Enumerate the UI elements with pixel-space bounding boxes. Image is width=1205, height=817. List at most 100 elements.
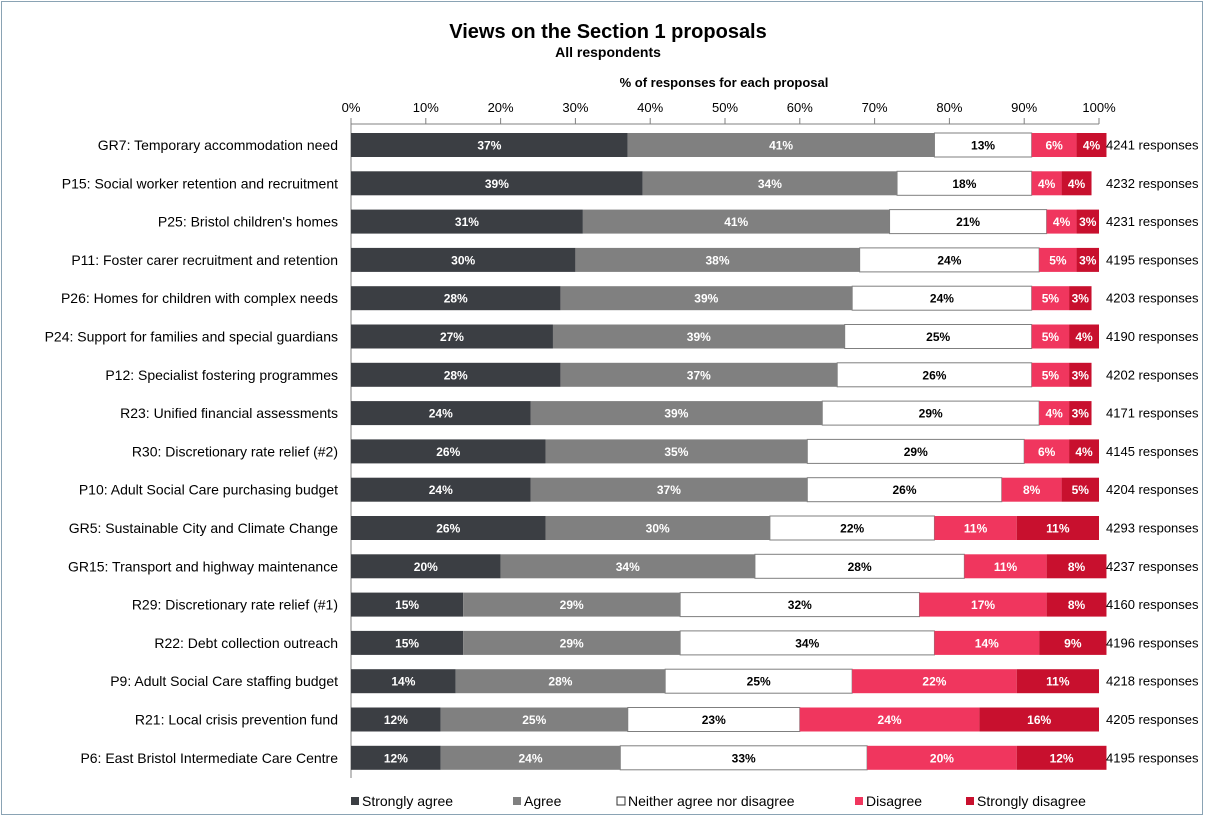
category-label: P6: East Bristol Intermediate Care Centr…	[80, 750, 338, 766]
data-label: 6%	[1038, 445, 1056, 459]
bar-segment	[351, 209, 583, 234]
legend-item: Strongly agree	[351, 793, 453, 809]
bar-segment	[545, 516, 770, 540]
x-tick-label: 10%	[413, 100, 439, 115]
data-label: 28%	[444, 292, 468, 306]
bar-segment	[1076, 133, 1107, 157]
bar-segment	[575, 247, 860, 272]
bar-row: R29: Discretionary rate relief (#1) 15% 29…	[132, 592, 1199, 618]
data-label: 6%	[1045, 139, 1063, 153]
bar-segment	[560, 362, 838, 387]
bar-segment	[1016, 669, 1099, 694]
legend-label: Strongly disagree	[977, 793, 1086, 809]
bar-segment	[1046, 554, 1107, 579]
data-label: 4%	[1075, 330, 1093, 344]
x-axis-title: % of responses for each proposal	[620, 75, 829, 90]
x-tick-label: 20%	[488, 100, 514, 115]
data-label: 39%	[664, 407, 688, 421]
data-label: 12%	[1050, 751, 1074, 765]
response-count: 4205 responses	[1106, 712, 1199, 727]
x-axis-ticks: 0% 10% 20% 30% 40% 50% 60% 70% 80% 90% 100%	[342, 100, 1116, 778]
data-label: 12%	[384, 713, 408, 727]
bar-row: R21: Local crisis prevention fund 12% 25% 2…	[135, 707, 1199, 732]
bar-segment	[679, 592, 920, 618]
data-label: 34%	[616, 560, 640, 574]
bar-segment	[530, 401, 823, 426]
bar-segment	[619, 745, 868, 771]
data-label: 24%	[930, 292, 954, 306]
bar-segment	[664, 668, 853, 694]
data-label: 37%	[657, 483, 681, 497]
data-label: 27%	[440, 330, 464, 344]
bar-row: R22: Debt collection outreach 15% 29% 34% 14…	[154, 630, 1199, 656]
x-tick-label: 70%	[862, 100, 888, 115]
data-label: 25%	[522, 713, 546, 727]
data-label: 30%	[646, 522, 670, 536]
bar-segment	[1069, 324, 1099, 349]
category-label: GR5: Sustainable City and Climate Change	[69, 520, 338, 536]
data-label: 21%	[956, 215, 980, 229]
bar-segment	[582, 209, 890, 234]
bar-segment	[351, 286, 561, 311]
data-label: 3%	[1072, 292, 1090, 306]
bar-segment	[627, 133, 935, 157]
data-label: 12%	[384, 751, 408, 765]
data-label: 29%	[560, 598, 584, 612]
x-tick-label: 80%	[936, 100, 962, 115]
data-label: 39%	[485, 177, 509, 191]
category-label: P26: Homes for children with complex nee…	[61, 290, 338, 306]
data-label: 34%	[758, 177, 782, 191]
bar-segment	[844, 324, 1033, 349]
bar-segment	[1031, 171, 1062, 196]
bar-segment	[867, 745, 1017, 770]
data-label: 4%	[1038, 177, 1056, 191]
bar-segment	[821, 400, 1040, 426]
legend-item: Neither agree nor disagree	[616, 793, 795, 809]
bar-segment	[806, 438, 1025, 464]
bar-segment	[1039, 630, 1107, 655]
data-label: 32%	[788, 598, 812, 612]
data-label: 26%	[436, 445, 460, 459]
bar-segment	[1039, 247, 1077, 272]
bar-row: R30: Discretionary rate relief (#2) 26% 35…	[132, 438, 1199, 464]
response-count: 4145 responses	[1106, 444, 1199, 459]
bar-segment	[463, 630, 681, 655]
data-label: 4%	[1045, 407, 1063, 421]
category-label: R22: Debt collection outreach	[154, 635, 338, 651]
bar-segment	[919, 592, 1047, 617]
data-label: 41%	[724, 215, 748, 229]
bar-segment	[642, 171, 898, 196]
data-label: 26%	[893, 483, 917, 497]
legend-item: Agree	[513, 793, 562, 809]
category-label: P24: Support for families and special gu…	[45, 329, 338, 345]
data-label: 18%	[952, 177, 976, 191]
bar-segment	[1024, 439, 1070, 464]
data-label: 8%	[1068, 560, 1086, 574]
legend-label: Disagree	[866, 793, 922, 809]
data-label: 4%	[1053, 215, 1071, 229]
data-label: 17%	[971, 598, 995, 612]
category-label: P11: Foster carer recruitment and retent…	[71, 252, 338, 268]
category-label: R30: Discretionary rate relief (#2)	[132, 443, 338, 459]
bar-segment	[351, 707, 441, 732]
data-label: 30%	[451, 253, 475, 267]
data-label: 28%	[848, 560, 872, 574]
bar-segment	[351, 745, 441, 770]
x-tick-label: 40%	[637, 100, 663, 115]
data-label: 14%	[391, 675, 415, 689]
bar-segment	[351, 133, 628, 157]
data-label: 4%	[1068, 177, 1086, 191]
data-label: 9%	[1064, 636, 1082, 650]
bar-row: P11: Foster carer recruitment and retent…	[71, 247, 1199, 273]
bar-rows: GR7: Temporary accommodation need 37% 41% 1…	[45, 132, 1199, 771]
data-label: 5%	[1072, 483, 1090, 497]
data-label: 29%	[560, 636, 584, 650]
response-count: 4190 responses	[1106, 329, 1199, 344]
data-label: 28%	[444, 368, 468, 382]
bar-segment	[1001, 477, 1062, 502]
data-label: 22%	[840, 522, 864, 536]
bar-segment	[351, 669, 456, 694]
response-count: 4231 responses	[1106, 214, 1199, 229]
category-label: P15: Social worker retention and recruit…	[62, 175, 338, 191]
bar-segment	[896, 170, 1033, 196]
